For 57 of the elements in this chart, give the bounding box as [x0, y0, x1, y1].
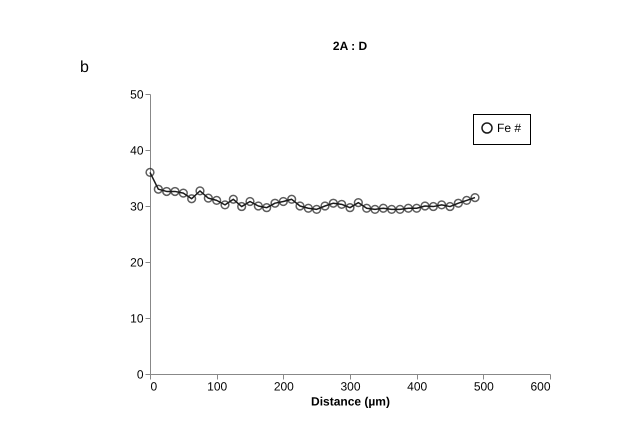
point [412, 204, 422, 213]
point [228, 194, 238, 204]
point [428, 202, 438, 212]
point [437, 200, 446, 210]
point [395, 204, 405, 214]
point [287, 194, 296, 204]
x-tick-label: 200 [274, 380, 294, 394]
point [320, 201, 330, 211]
y-tick-label: 20 [130, 256, 144, 270]
legend-label: Fe # [497, 121, 522, 135]
point [295, 201, 305, 211]
point [328, 198, 338, 208]
y-tick-label: 0 [136, 368, 144, 382]
point [337, 200, 346, 209]
y-tick-label: 40 [130, 144, 144, 158]
x-tick-label: 300 [340, 380, 361, 394]
point [270, 198, 280, 208]
text: b [80, 59, 89, 76]
point [262, 203, 272, 212]
point [445, 202, 455, 212]
x-tick-label: 500 [474, 380, 494, 394]
x-tick-label: 100 [207, 380, 228, 394]
point [237, 202, 246, 212]
y-tick-label: 10 [130, 312, 144, 326]
point [170, 186, 180, 196]
point [204, 194, 213, 203]
x-axis-title: Distance (µm) [311, 394, 390, 408]
point [462, 196, 472, 206]
point [387, 204, 396, 214]
point [195, 186, 205, 196]
point [212, 196, 222, 206]
point [304, 204, 313, 213]
point [162, 186, 172, 196]
point [370, 204, 380, 214]
point [420, 201, 430, 211]
point [312, 204, 322, 214]
point [145, 168, 155, 178]
y-tick-label: 50 [130, 88, 144, 102]
point [454, 198, 463, 208]
point [220, 200, 230, 210]
point [470, 192, 480, 202]
point [404, 204, 413, 213]
point [354, 198, 363, 208]
point [345, 203, 355, 212]
point [187, 194, 196, 204]
y-tick-label: 30 [130, 200, 144, 214]
point [154, 184, 163, 194]
x-tick-label: 600 [530, 380, 551, 394]
point [278, 196, 288, 206]
point [362, 204, 372, 213]
point [178, 188, 188, 198]
chart-title: 2A : D [332, 39, 368, 53]
point [378, 204, 388, 213]
point [254, 201, 263, 211]
x-tick-label: 0 [150, 380, 158, 394]
point [245, 196, 255, 206]
x-tick-label: 400 [407, 380, 428, 394]
